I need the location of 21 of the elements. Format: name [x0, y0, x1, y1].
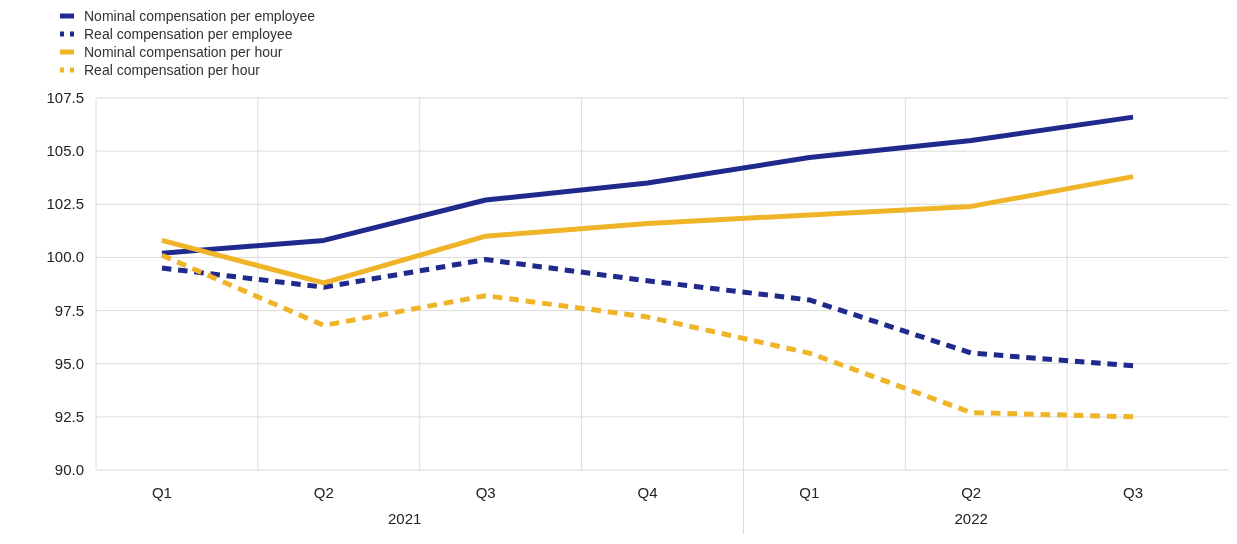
- legend-label: Real compensation per employee: [84, 26, 293, 42]
- y-tick-label: 105.0: [46, 142, 84, 160]
- y-tick-label: 90.0: [54, 461, 84, 478]
- x-tick-label: Q4: [637, 484, 658, 501]
- legend-label: Real compensation per hour: [84, 62, 261, 78]
- text: 2021: [388, 510, 422, 527]
- y-tick-label: 92.5: [54, 407, 84, 425]
- x-tick-label: Q1: [151, 484, 172, 501]
- x-tick-label: Q3: [475, 484, 496, 501]
- y-tick-label: 95.0: [54, 354, 84, 372]
- x-tick-label: Q3: [1123, 484, 1144, 501]
- y-tick-label: 107.5: [46, 89, 84, 106]
- y-tick-label: 100.0: [46, 248, 84, 266]
- x-tick-label: Q2: [313, 484, 334, 501]
- y-tick-label: 97.5: [54, 301, 84, 319]
- x-tick-label: Q1: [799, 484, 820, 501]
- legend-label: Nominal compensation per employee: [84, 8, 316, 24]
- y-tick-label: 102.5: [46, 195, 84, 213]
- text: 2022: [954, 510, 988, 527]
- x-tick-label: Q2: [961, 484, 982, 501]
- legend-label: Nominal compensation per hour: [84, 44, 283, 60]
